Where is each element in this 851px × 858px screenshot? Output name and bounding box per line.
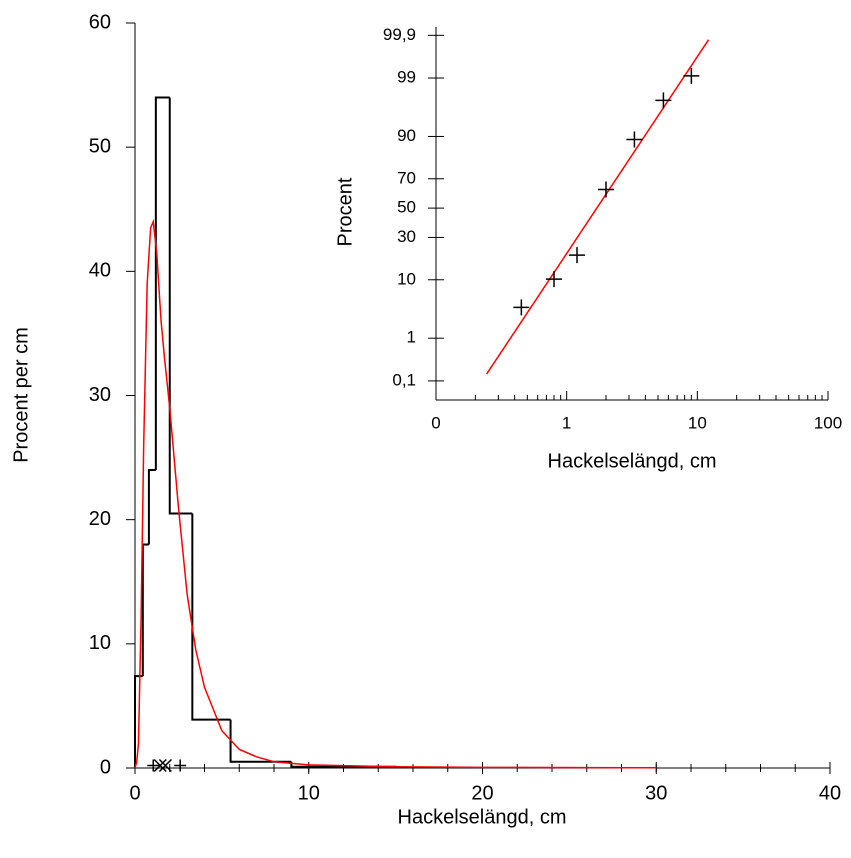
- y-tick-label: 90: [397, 126, 416, 145]
- y-tick-label: 99,9: [383, 25, 416, 44]
- point: [655, 92, 672, 109]
- y-tick-label: 0: [100, 756, 111, 778]
- marker: [174, 759, 187, 772]
- x-tick-label: 100: [814, 413, 842, 432]
- y-tick-label: 10: [89, 632, 111, 654]
- y-axis-label: Procent per cm: [10, 327, 32, 463]
- y-tick-label: 99: [397, 68, 416, 87]
- x-tick-label: 0: [431, 413, 440, 432]
- fit-line: [485, 39, 710, 375]
- histogram-bar: [141, 543, 149, 677]
- point: [598, 181, 615, 198]
- x-tick-label: 40: [819, 782, 841, 804]
- point: [569, 247, 586, 264]
- point: [513, 299, 530, 316]
- histogram-bar: [168, 97, 193, 515]
- marker: [153, 758, 167, 773]
- histogram-bar: [154, 96, 170, 470]
- y-tick-label: 40: [89, 260, 111, 282]
- x-axis-label: Hackelselängd, cm: [548, 450, 717, 472]
- y-tick-label: 30: [397, 227, 416, 246]
- histogram-bar: [191, 513, 231, 721]
- y-tick-label: 1: [407, 328, 416, 347]
- marker: [147, 759, 160, 772]
- marker: [158, 758, 172, 773]
- point: [626, 131, 643, 148]
- fit-curve: [134, 218, 657, 769]
- x-tick-label: 1: [562, 413, 571, 432]
- y-tick-label: 30: [89, 384, 111, 406]
- histogram-bar: [147, 469, 156, 545]
- histogram-bar: [229, 719, 292, 763]
- x-tick-label: 10: [298, 782, 320, 804]
- x-axis-label: Hackelselängd, cm: [398, 806, 567, 828]
- y-tick-label: 20: [89, 508, 111, 530]
- x-tick-label: 0: [129, 782, 140, 804]
- y-tick-label: 60: [89, 11, 111, 33]
- y-tick-label: 70: [397, 168, 416, 187]
- y-tick-label: 50: [397, 198, 416, 217]
- x-tick-label: 30: [645, 782, 667, 804]
- inset-chart: 0,1 1 10 30 50 70 90 99 99,9 0 1 10 100 Hackelselängd…: [334, 25, 842, 472]
- y-tick-label: 50: [89, 135, 111, 157]
- y-axis-label: Procent: [334, 177, 356, 246]
- x-tick-label: 10: [688, 413, 707, 432]
- y-tick-label: 10: [397, 269, 416, 288]
- point: [683, 67, 700, 84]
- y-tick-label: 0,1: [392, 370, 416, 389]
- point: [546, 271, 563, 288]
- x-tick-label: 20: [471, 782, 493, 804]
